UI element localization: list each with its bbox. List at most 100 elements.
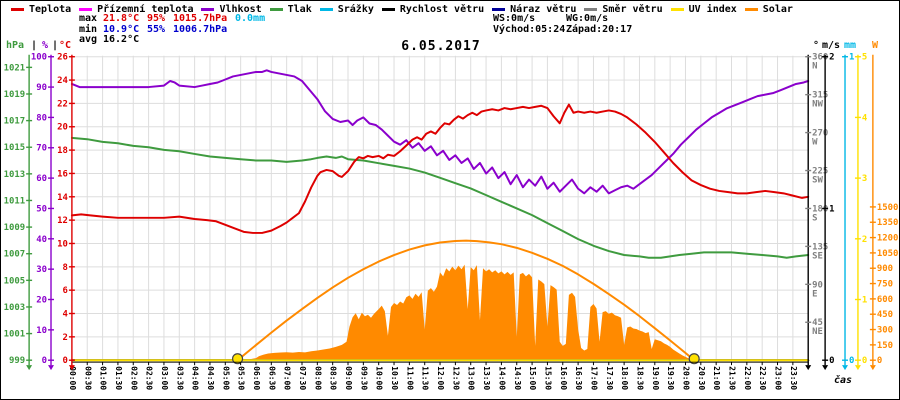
pressure-tick-label: 1003 bbox=[4, 303, 26, 313]
x-tick-label: 08:00 bbox=[313, 366, 322, 390]
x-axis: 00:00 00:30 01:00 01:30 02:00 02:30 03:00 03:30… bbox=[68, 361, 809, 390]
x-tick-label: 22:00 bbox=[743, 366, 752, 390]
direction-tick-label: 360 bbox=[812, 53, 828, 63]
rain-axis: 01 bbox=[842, 53, 854, 371]
x-tick-label: 05:30 bbox=[237, 366, 246, 390]
x-tick-label: 16:00 bbox=[559, 366, 568, 390]
sunset-time: Západ:20:17 bbox=[566, 23, 633, 35]
legend-label-wind-gust: Náraz větru bbox=[510, 4, 577, 15]
direction-axis-arrow bbox=[805, 365, 812, 371]
sunset-marker bbox=[688, 353, 700, 365]
header-separator: | bbox=[31, 40, 38, 51]
temperature-tick-label: 22 bbox=[57, 99, 68, 109]
direction-tick-label: 135 bbox=[812, 242, 828, 252]
x-tick-label: 22:30 bbox=[758, 366, 767, 390]
humidity-tick-label: 100 bbox=[31, 53, 47, 63]
pressure-tick-label: 1009 bbox=[4, 223, 26, 233]
x-tick-label: 15:00 bbox=[528, 366, 537, 390]
compass-label: S bbox=[812, 213, 817, 223]
humidity-tick-label: 80 bbox=[36, 113, 47, 123]
x-tick-label: 18:00 bbox=[620, 366, 629, 390]
humidity-tick-label: 40 bbox=[36, 235, 47, 245]
stats-block: max 21.8°C 95% 1015.7hPa 0.0mm min 10.9°C 55% 1… bbox=[79, 13, 266, 46]
sunrise-marker bbox=[231, 353, 244, 365]
legend-label-temperature: Teplota bbox=[29, 4, 72, 15]
series-temperature bbox=[70, 103, 810, 234]
temperature-tick-label: 10 bbox=[57, 239, 68, 249]
rain-axis-header: mm bbox=[844, 40, 857, 51]
max-humidity: 95% bbox=[147, 13, 166, 24]
pressure-tick-label: 1021 bbox=[4, 63, 26, 73]
temperature-tick-label: 6 bbox=[63, 286, 68, 296]
rain-total: 0.0mm bbox=[235, 13, 266, 24]
compass-label: E bbox=[812, 289, 817, 299]
x-tick-label: 18:30 bbox=[635, 366, 644, 390]
wind-tick-label: 1 bbox=[829, 204, 834, 214]
legend-swatch-solar bbox=[744, 8, 758, 11]
uv-axis-arrow bbox=[854, 365, 861, 371]
x-tick-label: 00:00 bbox=[68, 366, 77, 390]
x-tick-label: 12:00 bbox=[436, 366, 445, 390]
compass-label: N bbox=[812, 62, 817, 72]
rain-tick-label: 0 bbox=[849, 356, 854, 366]
pressure-tick-label: 999 bbox=[9, 356, 25, 366]
x-tick-label: 09:30 bbox=[359, 366, 368, 390]
x-tick-label: 14:00 bbox=[497, 366, 506, 390]
uv-tick-label: 3 bbox=[862, 174, 867, 184]
legend-swatch-pressure bbox=[269, 8, 283, 11]
humidity-tick-label: 60 bbox=[36, 174, 47, 184]
direction-tick-label: 270 bbox=[812, 129, 828, 139]
legend-label-wind-direction: Směr větru bbox=[602, 4, 663, 15]
legend-item-wind-direction: Směr větru bbox=[584, 4, 663, 15]
legend-item-solar: Solar bbox=[744, 4, 793, 15]
solar-axis: 0 150 300 450 600 750 900 1050 1200 1350 1500 bbox=[869, 54, 898, 371]
legend-label-uv-index: UV index bbox=[688, 4, 737, 15]
humidity-tick-label: 20 bbox=[36, 295, 47, 305]
min-temperature: 10.9°C bbox=[103, 23, 140, 35]
legend-swatch-rain bbox=[319, 8, 333, 11]
legend-label-solar: Solar bbox=[762, 4, 793, 15]
x-tick-label: 01:30 bbox=[114, 366, 123, 390]
temperature-tick-label: 8 bbox=[63, 263, 68, 273]
x-tick-label: 16:30 bbox=[574, 366, 583, 390]
legend-swatch-uv-index bbox=[670, 8, 684, 11]
temperature-axis-header: °C bbox=[59, 40, 72, 51]
x-tick-label: 04:30 bbox=[206, 366, 215, 390]
wind-tick-label: 2 bbox=[829, 53, 834, 63]
uv-tick-label: 2 bbox=[862, 235, 867, 245]
temperature-tick-label: 20 bbox=[57, 123, 68, 133]
direction-axis-header: ° bbox=[813, 40, 820, 51]
compass-label: NW bbox=[812, 100, 823, 110]
uv-tick-label: 1 bbox=[862, 295, 867, 305]
x-axis-title: čas bbox=[834, 375, 853, 386]
sun-row: Východ:05:24Západ:20:17 bbox=[493, 23, 633, 36]
x-tick-label: 23:30 bbox=[789, 366, 798, 390]
x-tick-label: 07:30 bbox=[298, 366, 307, 390]
pressure-tick-label: 1001 bbox=[4, 330, 26, 340]
stats-max-row: max 21.8°C 95% 1015.7hPa 0.0mm bbox=[79, 13, 266, 25]
x-tick-label: 17:00 bbox=[589, 366, 598, 390]
compass-label: SE bbox=[812, 251, 823, 261]
x-tick-label: 01:00 bbox=[99, 366, 108, 390]
direction-tick-label: 45 bbox=[812, 318, 823, 328]
legend-swatch-wind-speed bbox=[381, 8, 395, 11]
pressure-tick-label: 1005 bbox=[4, 276, 26, 286]
max-temperature: 21.8°C bbox=[103, 13, 140, 24]
legend-swatch-humidity bbox=[201, 8, 215, 11]
temperature-tick-label: 14 bbox=[57, 193, 68, 203]
x-tick-label: 09:00 bbox=[344, 366, 353, 390]
x-tick-label: 20:00 bbox=[681, 366, 690, 390]
direction-tick-label: 315 bbox=[812, 91, 828, 101]
compass-label: SW bbox=[812, 175, 823, 185]
temperature-tick-label: 18 bbox=[57, 146, 68, 156]
solar-tick-label: 0 bbox=[877, 356, 882, 366]
max-pressure: 1015.7hPa bbox=[173, 13, 228, 24]
wind-row: WS:0m/s WG:0m/s bbox=[493, 13, 632, 25]
solar-axis-header: W bbox=[872, 40, 879, 51]
avg-label: avg bbox=[79, 34, 98, 45]
wind-axis-arrow bbox=[822, 365, 829, 371]
legend-label-ground-temperature: Přízemní teplota bbox=[97, 4, 194, 15]
avg-temperature: 16.2°C bbox=[103, 34, 140, 45]
